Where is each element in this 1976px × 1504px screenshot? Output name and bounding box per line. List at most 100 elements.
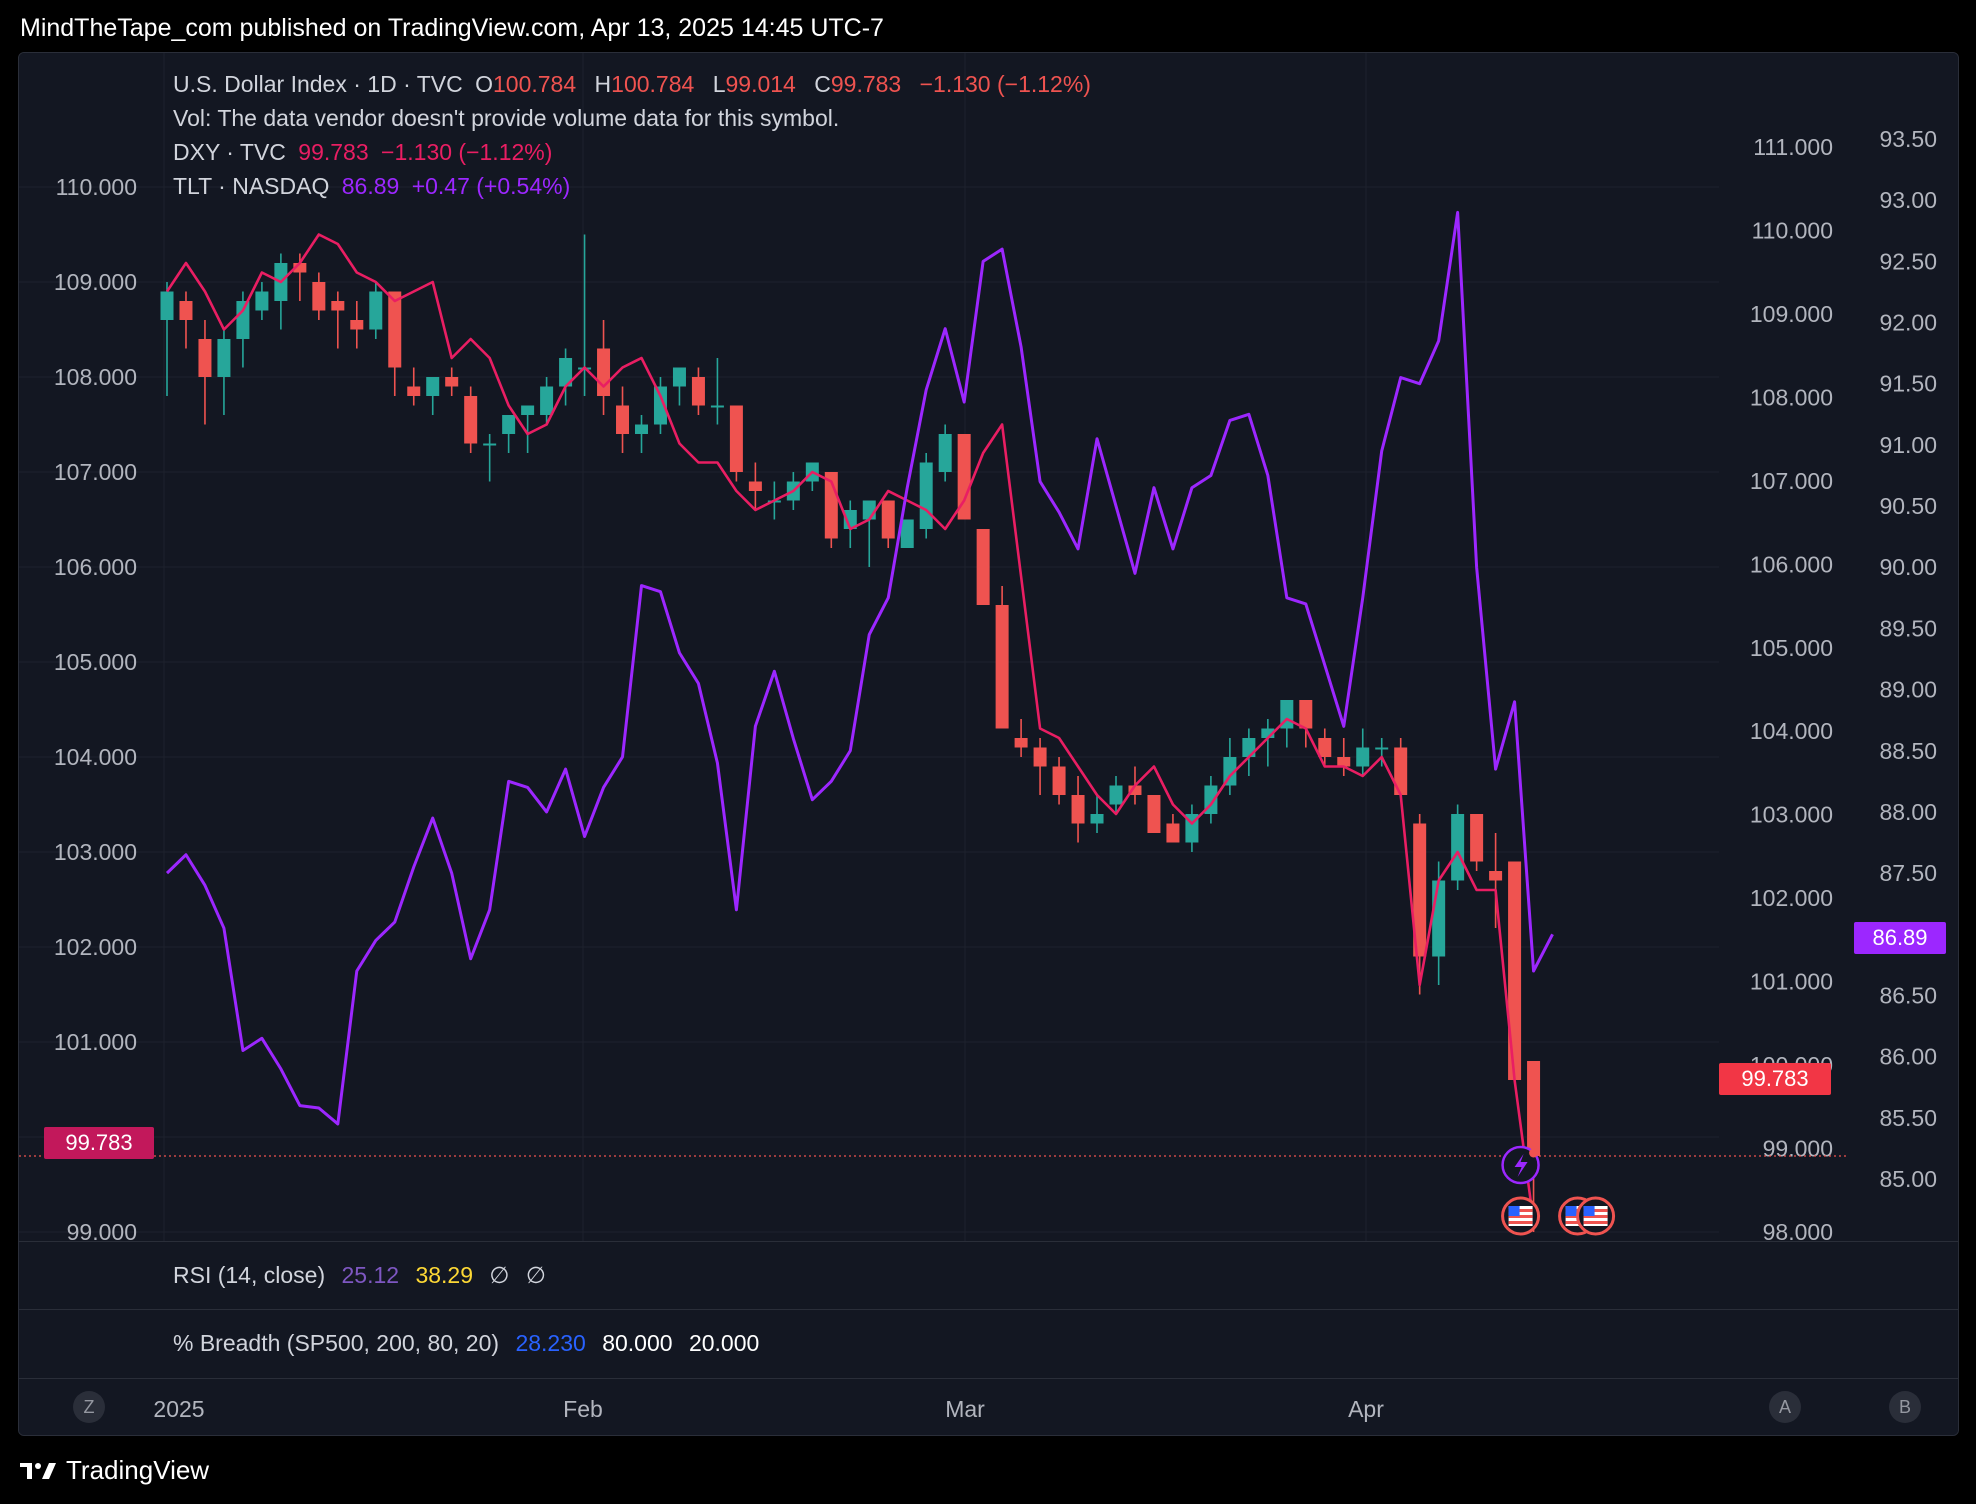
tlt-axis-tick: 88.00 <box>1879 799 1937 825</box>
candle-body <box>1508 861 1522 1080</box>
candle-body <box>388 291 402 368</box>
candle-body <box>616 405 630 434</box>
chart-background <box>19 53 1958 1435</box>
flag-canton <box>1583 1206 1595 1216</box>
dxy-line <box>165 233 1535 1223</box>
left-axis-tick: 99.000 <box>67 1219 137 1245</box>
candle-body <box>1451 814 1465 881</box>
tlt-axis-tick: 93.00 <box>1879 187 1937 213</box>
rsi-legend: RSI (14, close) 25.12 38.29 ∅ ∅ <box>173 1262 556 1289</box>
dxy-value: 99.783 <box>298 139 369 165</box>
tlt-name: TLT · NASDAQ <box>173 173 330 199</box>
left-axis-tick: 104.000 <box>54 744 137 770</box>
lightning-icon <box>1514 1154 1528 1177</box>
tradingview-brand: TradingView <box>66 1455 210 1485</box>
tlt-axis-tick: 91.50 <box>1879 371 1937 397</box>
left-axis-tick: 110.000 <box>56 174 137 200</box>
candle-body <box>426 377 440 396</box>
candle-body <box>1223 757 1237 786</box>
chart-frame[interactable]: 99.000100.000101.000102.000103.000104.00… <box>18 52 1959 1436</box>
candle-body <box>672 367 686 387</box>
candle-body <box>1489 871 1503 881</box>
right-axis-tick: 105.000 <box>1750 635 1833 661</box>
high-label: H <box>594 71 612 97</box>
close-label: C <box>814 71 831 97</box>
pane-separator[interactable] <box>19 1309 1958 1310</box>
breadth-legend: % Breadth (SP500, 200, 80, 20) 28.230 80… <box>173 1330 769 1357</box>
rsi-na-1: ∅ <box>489 1262 510 1288</box>
candle-body <box>938 434 952 472</box>
candle-body <box>236 301 250 339</box>
candle-body <box>217 339 231 377</box>
close-value: 99.783 <box>830 71 902 97</box>
tlt-axis-tick: 88.50 <box>1879 738 1937 764</box>
breadth-value: 28.230 <box>515 1330 586 1356</box>
right-axis-tick: 98.000 <box>1763 1219 1833 1245</box>
high-value: 100.784 <box>611 71 695 97</box>
flag-stripe <box>1583 1215 1608 1218</box>
flag-stripe <box>1508 1215 1533 1218</box>
right-axis-tick: 111.000 <box>1753 134 1833 160</box>
symbol-title: U.S. Dollar Index · 1D · TVC <box>173 71 463 97</box>
candle-body <box>1318 738 1332 757</box>
right-axis-tick: 107.000 <box>1750 468 1833 494</box>
right-axis-tick: 106.000 <box>1750 551 1833 577</box>
tlt-axis-tick: 92.50 <box>1879 248 1937 274</box>
tlt-axis-tick: 85.00 <box>1879 1166 1937 1192</box>
candle-body <box>198 339 212 377</box>
time-axis-tick: Feb <box>563 1396 603 1422</box>
left-axis-tick: 102.000 <box>54 934 137 960</box>
right-axis-tick: 101.000 <box>1750 969 1833 995</box>
tradingview-footer: TradingView <box>20 1455 209 1486</box>
tlt-axis-tick: 90.00 <box>1879 554 1937 580</box>
publisher-line: MindTheTape_com published on TradingView… <box>20 14 884 42</box>
left-last-price-tag: 99.783 <box>44 1127 154 1159</box>
low-label: L <box>712 71 726 97</box>
tlt-line <box>165 210 1554 1126</box>
candle-body <box>1527 1061 1541 1156</box>
open-value: 100.784 <box>493 71 577 97</box>
auto-scale-button[interactable]: A <box>1769 1391 1801 1423</box>
log-scale-button[interactable]: B <box>1889 1391 1921 1423</box>
candle-body <box>1356 747 1370 767</box>
volume-note: Vol: The data vendor doesn't provide vol… <box>173 105 840 131</box>
right-axis-tick: 110.000 <box>1752 217 1833 243</box>
change-value: −1.130 (−1.12%) <box>919 71 1091 97</box>
candle-body <box>1394 747 1408 795</box>
left-axis-tick: 106.000 <box>54 554 137 580</box>
candle-body <box>748 481 762 491</box>
candle-body <box>483 443 497 446</box>
pane-separator[interactable] <box>19 1241 1958 1242</box>
price-chart[interactable]: 99.000100.000101.000102.000103.000104.00… <box>19 53 1958 1435</box>
breadth-label: % Breadth (SP500, 200, 80, 20) <box>173 1330 500 1356</box>
rsi-na-2: ∅ <box>525 1262 546 1288</box>
left-axis-tick: 101.000 <box>54 1029 137 1055</box>
candle-body <box>540 386 554 415</box>
candle-body <box>502 415 516 434</box>
candle-body <box>1299 700 1313 729</box>
candle-body <box>691 377 705 406</box>
candle-body <box>710 405 724 408</box>
candle-body <box>1147 795 1161 833</box>
candle-body <box>559 358 573 387</box>
breadth-upper: 80.000 <box>602 1330 673 1356</box>
rsi-ma-value: 38.29 <box>415 1262 474 1288</box>
tradingview-logo-icon <box>20 1462 56 1479</box>
time-axis-tick: Mar <box>945 1396 985 1422</box>
dxy-legend: DXY · TVC 99.783 −1.130 (−1.12%) <box>173 139 558 166</box>
candle-body <box>1071 795 1085 824</box>
candle-body <box>1337 757 1351 767</box>
candle-body <box>1470 814 1484 862</box>
tlt-axis-tick: 86.50 <box>1879 982 1937 1008</box>
rsi-label: RSI (14, close) <box>173 1262 326 1288</box>
candle-body <box>1166 823 1180 843</box>
candle-body <box>995 605 1009 729</box>
candle-body <box>881 500 895 539</box>
candle-body <box>255 291 269 311</box>
zoom-button[interactable]: Z <box>73 1391 105 1423</box>
tlt-axis-tick: 91.00 <box>1879 432 1937 458</box>
tlt-change: +0.47 (+0.54%) <box>411 173 571 199</box>
tlt-axis-tick: 86.00 <box>1879 1044 1937 1070</box>
left-axis-tick: 105.000 <box>54 649 137 675</box>
candle-body <box>919 462 933 529</box>
